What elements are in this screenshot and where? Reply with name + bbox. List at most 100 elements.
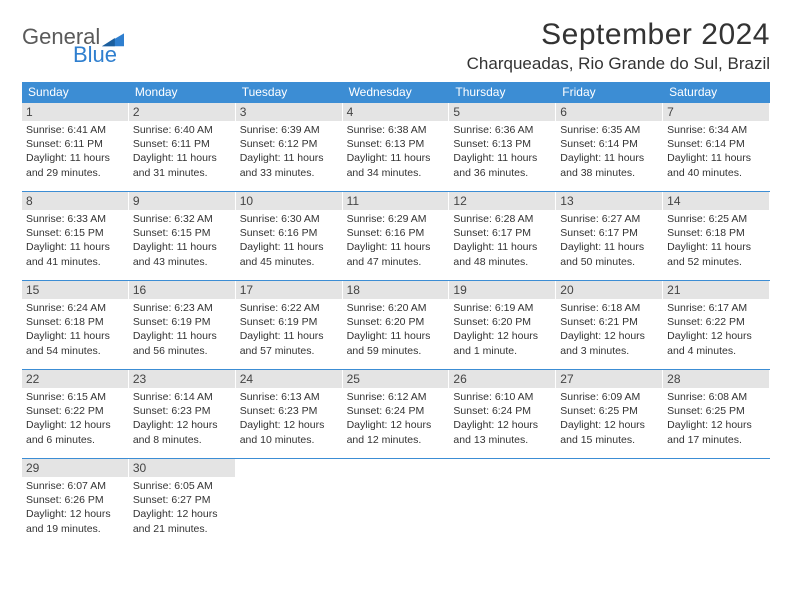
day-cell: 15Sunrise: 6:24 AMSunset: 6:18 PMDayligh… xyxy=(22,281,129,369)
day-of-week-header: SundayMondayTuesdayWednesdayThursdayFrid… xyxy=(22,82,770,102)
day-sunrise: Sunrise: 6:05 AM xyxy=(133,479,231,493)
logo-text-blue: Blue xyxy=(73,42,117,68)
day-sunrise: Sunrise: 6:18 AM xyxy=(560,301,658,315)
day-sunrise: Sunrise: 6:35 AM xyxy=(560,123,658,137)
day-cell: 26Sunrise: 6:10 AMSunset: 6:24 PMDayligh… xyxy=(449,370,556,458)
day-sunrise: Sunrise: 6:19 AM xyxy=(453,301,551,315)
day-number: 29 xyxy=(22,459,128,477)
day-cell: 2Sunrise: 6:40 AMSunset: 6:11 PMDaylight… xyxy=(129,103,236,191)
day-number: 23 xyxy=(129,370,235,388)
day-number: 15 xyxy=(22,281,128,299)
day-number: 4 xyxy=(343,103,449,121)
day-sunrise: Sunrise: 6:24 AM xyxy=(26,301,124,315)
day-number: 6 xyxy=(556,103,662,121)
day-sunrise: Sunrise: 6:34 AM xyxy=(667,123,765,137)
day-cell: 20Sunrise: 6:18 AMSunset: 6:21 PMDayligh… xyxy=(556,281,663,369)
day-sunrise: Sunrise: 6:32 AM xyxy=(133,212,231,226)
day-sunrise: Sunrise: 6:14 AM xyxy=(133,390,231,404)
day-sunrise: Sunrise: 6:41 AM xyxy=(26,123,124,137)
calendar-grid: SundayMondayTuesdayWednesdayThursdayFrid… xyxy=(22,82,770,547)
day-sunrise: Sunrise: 6:12 AM xyxy=(347,390,445,404)
day-daylight: Daylight: 12 hours and 1 minute. xyxy=(453,329,551,357)
day-sunrise: Sunrise: 6:33 AM xyxy=(26,212,124,226)
day-daylight: Daylight: 12 hours and 12 minutes. xyxy=(347,418,445,446)
day-daylight: Daylight: 12 hours and 8 minutes. xyxy=(133,418,231,446)
day-cell: 30Sunrise: 6:05 AMSunset: 6:27 PMDayligh… xyxy=(129,459,236,547)
day-sunrise: Sunrise: 6:25 AM xyxy=(667,212,765,226)
calendar-page: General September 2024 Charqueadas, Rio … xyxy=(0,0,792,565)
day-daylight: Daylight: 11 hours and 29 minutes. xyxy=(26,151,124,179)
day-sunrise: Sunrise: 6:10 AM xyxy=(453,390,551,404)
day-sunset: Sunset: 6:22 PM xyxy=(26,404,124,418)
dow-cell: Tuesday xyxy=(236,82,343,102)
day-sunset: Sunset: 6:23 PM xyxy=(240,404,338,418)
day-daylight: Daylight: 11 hours and 48 minutes. xyxy=(453,240,551,268)
day-sunset: Sunset: 6:17 PM xyxy=(560,226,658,240)
dow-cell: Saturday xyxy=(663,82,770,102)
day-daylight: Daylight: 11 hours and 40 minutes. xyxy=(667,151,765,179)
day-cell: 13 Sunrise: 6:27 AMSunset: 6:17 PMDayligh… xyxy=(556,192,663,280)
day-sunset: Sunset: 6:22 PM xyxy=(667,315,765,329)
day-sunset: Sunset: 6:23 PM xyxy=(133,404,231,418)
day-cell: 18Sunrise: 6:20 AMSunset: 6:20 PMDayligh… xyxy=(343,281,450,369)
dow-cell: Friday xyxy=(556,82,663,102)
day-cell: 4Sunrise: 6:38 AMSunset: 6:13 PMDaylight… xyxy=(343,103,450,191)
day-daylight: Daylight: 11 hours and 50 minutes. xyxy=(560,240,658,268)
day-sunset: Sunset: 6:25 PM xyxy=(560,404,658,418)
day-cell: 7Sunrise: 6:34 AMSunset: 6:14 PMDaylight… xyxy=(663,103,770,191)
day-number: 13 xyxy=(556,192,662,210)
day-sunset: Sunset: 6:18 PM xyxy=(667,226,765,240)
day-sunset: Sunset: 6:17 PM xyxy=(453,226,551,240)
day-cell: 10Sunrise: 6:30 AMSunset: 6:16 PMDayligh… xyxy=(236,192,343,280)
day-daylight: Daylight: 12 hours and 10 minutes. xyxy=(240,418,338,446)
day-daylight: Daylight: 12 hours and 21 minutes. xyxy=(133,507,231,535)
day-cell: 25Sunrise: 6:12 AMSunset: 6:24 PMDayligh… xyxy=(343,370,450,458)
day-daylight: Daylight: 11 hours and 31 minutes. xyxy=(133,151,231,179)
day-daylight: Daylight: 11 hours and 47 minutes. xyxy=(347,240,445,268)
day-sunset: Sunset: 6:15 PM xyxy=(26,226,124,240)
day-sunrise: Sunrise: 6:09 AM xyxy=(560,390,658,404)
day-cell: 1Sunrise: 6:41 AMSunset: 6:11 PMDaylight… xyxy=(22,103,129,191)
day-sunset: Sunset: 6:20 PM xyxy=(453,315,551,329)
day-number: 26 xyxy=(449,370,555,388)
day-cell: 22Sunrise: 6:15 AMSunset: 6:22 PMDayligh… xyxy=(22,370,129,458)
day-number: 9 xyxy=(129,192,235,210)
day-sunrise: Sunrise: 6:08 AM xyxy=(667,390,765,404)
month-title: September 2024 xyxy=(467,18,770,52)
day-number: 8 xyxy=(22,192,128,210)
day-number: 27 xyxy=(556,370,662,388)
day-sunset: Sunset: 6:16 PM xyxy=(347,226,445,240)
day-cell-empty xyxy=(663,459,770,547)
dow-cell: Monday xyxy=(129,82,236,102)
day-number: 12 xyxy=(449,192,555,210)
day-sunset: Sunset: 6:18 PM xyxy=(26,315,124,329)
day-sunset: Sunset: 6:12 PM xyxy=(240,137,338,151)
day-number: 16 xyxy=(129,281,235,299)
dow-cell: Wednesday xyxy=(343,82,450,102)
day-number: 1 xyxy=(22,103,128,121)
day-number: 5 xyxy=(449,103,555,121)
week-row: 29Sunrise: 6:07 AMSunset: 6:26 PMDayligh… xyxy=(22,458,770,547)
day-number: 10 xyxy=(236,192,342,210)
day-cell: 6Sunrise: 6:35 AMSunset: 6:14 PMDaylight… xyxy=(556,103,663,191)
location: Charqueadas, Rio Grande do Sul, Brazil xyxy=(467,54,770,74)
day-daylight: Daylight: 12 hours and 6 minutes. xyxy=(26,418,124,446)
day-sunrise: Sunrise: 6:22 AM xyxy=(240,301,338,315)
day-cell: 16Sunrise: 6:23 AMSunset: 6:19 PMDayligh… xyxy=(129,281,236,369)
day-sunrise: Sunrise: 6:27 AM xyxy=(560,212,658,226)
day-number: 2 xyxy=(129,103,235,121)
day-daylight: Daylight: 11 hours and 56 minutes. xyxy=(133,329,231,357)
day-sunrise: Sunrise: 6:07 AM xyxy=(26,479,124,493)
day-number: 22 xyxy=(22,370,128,388)
week-row: 22Sunrise: 6:15 AMSunset: 6:22 PMDayligh… xyxy=(22,369,770,458)
day-cell-empty xyxy=(343,459,450,547)
day-sunset: Sunset: 6:26 PM xyxy=(26,493,124,507)
day-cell: 14Sunrise: 6:25 AMSunset: 6:18 PMDayligh… xyxy=(663,192,770,280)
day-daylight: Daylight: 12 hours and 17 minutes. xyxy=(667,418,765,446)
day-number: 17 xyxy=(236,281,342,299)
day-cell: 27Sunrise: 6:09 AMSunset: 6:25 PMDayligh… xyxy=(556,370,663,458)
header: General September 2024 Charqueadas, Rio … xyxy=(22,18,770,74)
day-number: 7 xyxy=(663,103,769,121)
day-daylight: Daylight: 12 hours and 19 minutes. xyxy=(26,507,124,535)
day-daylight: Daylight: 11 hours and 52 minutes. xyxy=(667,240,765,268)
